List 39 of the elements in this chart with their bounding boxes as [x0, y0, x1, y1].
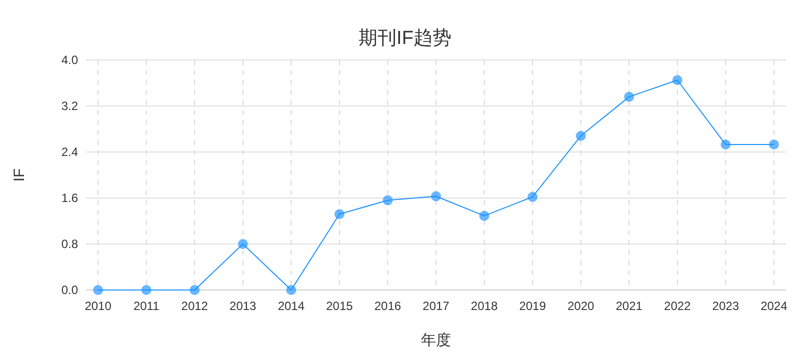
point: [624, 92, 634, 102]
chart-title: 期刊IF趋势: [358, 28, 452, 49]
x-tick-label: 2019: [519, 299, 546, 313]
point: [334, 209, 344, 220]
point: [576, 130, 586, 141]
x-tick-label: 2016: [374, 299, 402, 313]
point: [479, 210, 490, 221]
x-tick-label: 2018: [470, 299, 498, 313]
point: [93, 285, 104, 295]
x-tick-label: 2017: [422, 299, 450, 313]
y-tick-label: 2.4: [61, 145, 78, 159]
point: [720, 140, 731, 150]
y-tick-label: 0.0: [61, 283, 78, 297]
point: [672, 75, 682, 86]
x-tick-label: 2015: [326, 299, 354, 313]
y-axis-title: IF: [11, 168, 28, 182]
point: [431, 191, 441, 202]
x-tick-label: 2012: [181, 299, 208, 313]
point: [238, 239, 248, 249]
x-tick-label: 2011: [133, 299, 160, 313]
point: [382, 195, 393, 206]
x-tick-label: 2024: [760, 299, 788, 313]
point: [528, 192, 538, 202]
point: [141, 285, 152, 295]
y-tick-label: 4.0: [61, 53, 78, 67]
x-tick-label: 2014: [278, 299, 305, 313]
y-tick-label: 1.6: [61, 191, 78, 205]
x-tick-label: 2010: [84, 299, 112, 313]
x-tick-label: 2013: [230, 299, 257, 313]
point: [768, 140, 779, 150]
y-tick-label: 0.8: [61, 237, 78, 251]
point: [190, 285, 200, 295]
y-tick-label: 3.2: [61, 99, 78, 113]
x-tick-label: 2021: [616, 299, 643, 313]
x-tick-label: 2022: [664, 299, 692, 313]
point: [286, 285, 296, 295]
x-axis-title: 年度: [421, 332, 451, 349]
x-tick-label: 2020: [567, 299, 594, 313]
x-tick-label: 2023: [712, 299, 740, 313]
